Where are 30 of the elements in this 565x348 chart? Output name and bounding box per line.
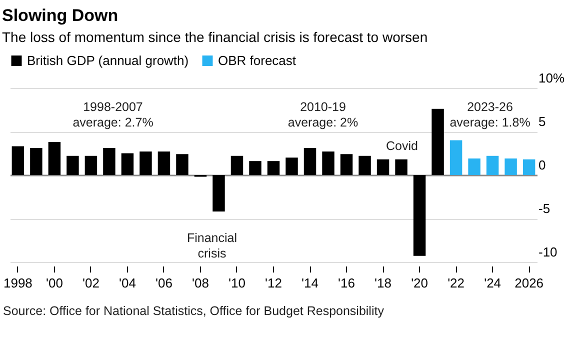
x-tick-label: 2026 (514, 276, 544, 290)
annotation: 2010-19 average: 2% (288, 100, 358, 130)
x-tick-label: '00 (46, 276, 63, 290)
x-tick-label: '18 (374, 276, 392, 290)
x-tick-label: '02 (82, 276, 100, 290)
chart-subtitle: The loss of momentum since the financial crisis is forecast to worsen (2, 29, 428, 45)
x-tick-label: '16 (338, 276, 355, 290)
legend-label: OBR forecast (218, 52, 296, 68)
x-tick-label: 1998 (3, 276, 32, 290)
x-tick-label: '24 (484, 276, 502, 290)
source-note: Source: Office for National Statistics, Office for Budget Responsibility (3, 304, 385, 318)
x-tick-label: '22 (448, 276, 465, 290)
y-tick-label: -5 (538, 201, 550, 216)
y-tick-label: 10% (538, 70, 565, 86)
annotation: 1998-2007 average: 2.7% (72, 100, 154, 130)
annotation: 2023-26 average: 1.8% (450, 100, 530, 130)
y-tick-label: 5 (538, 114, 546, 129)
annotation: Covid (386, 139, 418, 153)
chart-title: Slowing Down (2, 6, 118, 25)
annotation: Financial crisis (186, 231, 238, 260)
legend-label: British GDP (annual growth) (27, 52, 189, 68)
x-tick-label: '06 (156, 276, 172, 290)
y-tick-label: -10 (538, 244, 558, 260)
x-tick-label: '20 (411, 276, 428, 290)
y-tick-label: 0 (538, 158, 546, 172)
x-tick-label: '04 (118, 276, 136, 290)
x-tick-label: '08 (192, 276, 209, 290)
x-tick-label: '12 (265, 276, 282, 290)
x-tick-label: '10 (228, 276, 246, 290)
x-tick-label: '14 (302, 276, 318, 290)
